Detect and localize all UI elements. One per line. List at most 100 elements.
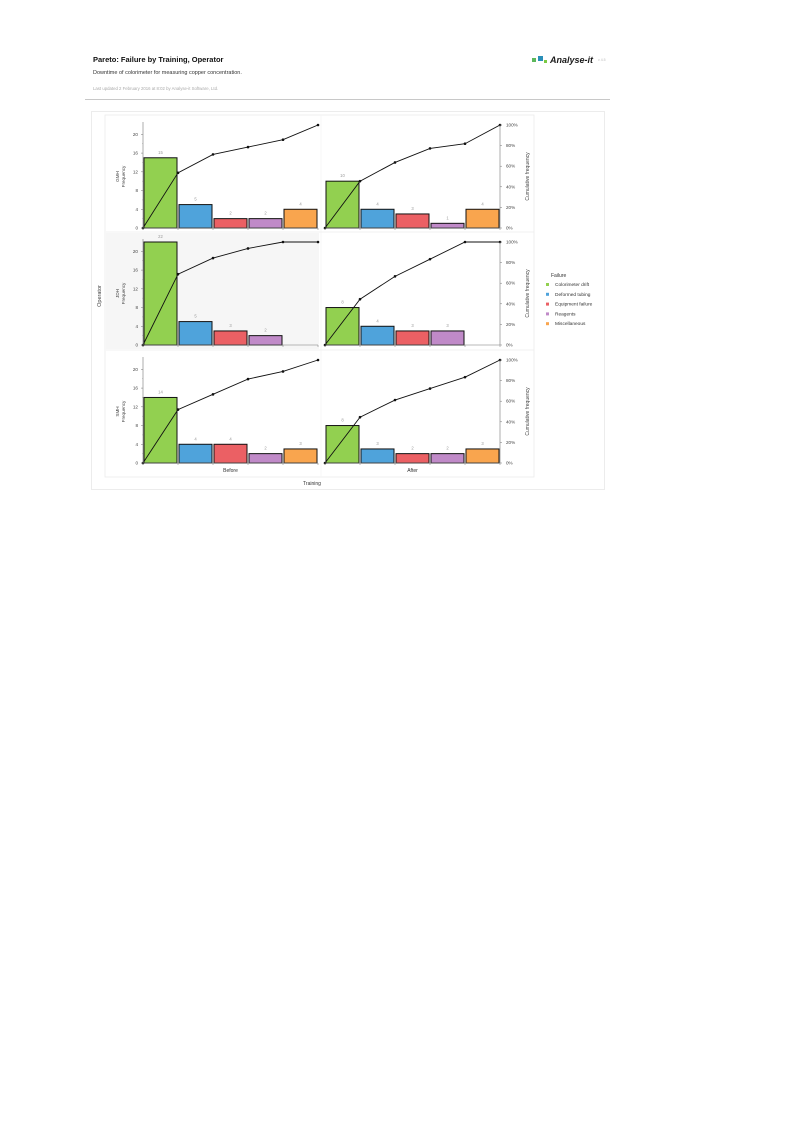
bar-equipment-failure[interactable] [395,213,430,229]
bar-reagents[interactable] [248,218,283,229]
y-tick-label: 4 [135,324,138,329]
chart-frame [91,111,605,490]
bar-miscellaneous[interactable] [465,448,500,464]
bar-deformed-tubing[interactable] [178,204,213,229]
bar-reagents[interactable] [430,330,465,346]
legend-item-colorimeter-drift[interactable]: Colorimeter drift [555,282,590,288]
y-tick-label: 8 [135,188,138,193]
bar-colorimeter-drift[interactable] [143,157,178,229]
cumulative-point [428,147,432,150]
cumulative-point [393,161,397,164]
bar-deformed-tubing[interactable] [178,321,213,346]
bar-value-label: 5 [194,314,197,319]
y-tick-label: 8 [135,305,138,310]
bar-value-label: 10 [340,173,345,178]
row-label-smh: SMH [115,406,120,416]
legend: Failure Colorimeter drift Deformed tubing E… [546,273,593,327]
bar-value-label: 3 [411,206,414,211]
bar-value-label: 2 [264,328,267,333]
bar-reagents[interactable] [248,335,283,346]
cumulative-point [211,393,215,396]
bar-value-label: 2 [229,211,232,216]
bar-equipment-failure[interactable] [213,443,248,464]
secondary-y-tick-label: 20% [506,440,515,445]
cumulative-point [281,240,285,244]
cumulative-point [246,377,250,381]
cumulative-point [176,171,180,175]
cumulative-point [463,142,467,146]
bar-equipment-failure[interactable] [395,330,430,346]
analyse-it-logo: Analyse-it v 4.5 [532,55,606,65]
cumulative-point [393,398,397,402]
bar-colorimeter-drift[interactable] [143,396,178,464]
y-tick-label: 0 [135,343,138,348]
bar-deformed-tubing[interactable] [178,443,213,464]
bar-equipment-failure[interactable] [213,218,248,229]
cumulative-line [142,359,319,464]
y-tick-label: 8 [135,423,138,428]
panel-smh-after: 8 3 2 2 3 0% 20% 40% 60% 80% 100% Cumulative freque… [323,358,531,474]
secondary-y-tick-label: 80% [506,143,515,148]
bar-value-label: 8 [341,300,344,305]
column-label-after: After [407,468,418,474]
bar-value-label: 14 [158,389,163,394]
bar-reagents[interactable] [430,222,465,229]
cumulative-point [393,275,397,278]
bar-equipment-failure[interactable] [395,453,430,464]
bar-colorimeter-drift[interactable] [143,241,178,346]
cumulative-point [281,370,285,373]
cumulative-line [324,124,501,229]
cumulative-point [428,257,432,261]
y-axis-title: Frequency [121,400,126,422]
y-tick-label: 20 [133,132,139,137]
logo-square-icon [532,58,536,62]
legend-item-equipment-failure[interactable]: Equipment failure [555,302,593,308]
bar-value-label: 2 [264,211,267,216]
cumulative-point [316,358,320,362]
secondary-y-tick-label: 100% [506,123,518,128]
secondary-y-tick-label: 60% [506,164,515,169]
legend-swatch [546,322,549,326]
cumulative-point [316,240,320,244]
bar-equipment-failure[interactable] [213,330,248,346]
x-axis-title: Training [303,481,321,487]
plot-area-border [104,114,535,478]
cumulative-point [176,408,180,411]
secondary-y-tick-label: 60% [506,281,515,286]
y-tick-label: 12 [133,404,139,409]
bar-miscellaneous[interactable] [283,448,318,464]
panel-gmh-before: 15 5 2 2 4 0 4 8 12 16 20 GMH Frequency [115,122,320,231]
legend-swatch [546,312,549,316]
bar-reagents[interactable] [248,453,283,464]
y-tick-label: 20 [133,249,139,254]
panel-jdh-after: 8 4 3 3 0% 20% 40% 60% 80% 100% Cumulative frequen… [323,240,531,348]
bar-deformed-tubing[interactable] [360,208,395,229]
bar-value-label: 8 [341,418,344,423]
page-title: Pareto: Failure by Training, Operator [93,55,224,64]
secondary-y-axis-title: Cumulative frequency [525,387,531,436]
row-label-jdh: JDH [115,289,120,298]
page-subtitle: Downtime of colorimeter for measuring co… [93,70,242,76]
legend-item-deformed-tubing[interactable]: Deformed tubing [555,292,591,298]
secondary-y-tick-label: 100% [506,240,518,245]
cumulative-point [463,375,467,379]
legend-title: Failure [551,273,567,279]
legend-item-miscellaneous[interactable]: Miscellaneous [555,321,586,327]
y-tick-label: 4 [135,207,138,212]
bar-value-label: 3 [229,323,232,328]
y-tick-label: 12 [133,169,139,174]
bar-deformed-tubing[interactable] [360,325,395,346]
bar-value-label: 1 [446,215,449,220]
bar-colorimeter-drift[interactable] [325,425,360,464]
logo-square-icon [538,55,543,61]
bar-colorimeter-drift[interactable] [325,307,360,346]
legend-item-reagents[interactable]: Reagents [555,311,576,317]
cumulative-line [324,241,500,346]
bar-reagents[interactable] [430,453,465,464]
bar-value-label: 3 [446,323,449,328]
bar-deformed-tubing[interactable] [360,448,395,464]
bar-miscellaneous[interactable] [465,208,500,229]
secondary-y-tick-label: 20% [506,205,515,210]
bar-miscellaneous[interactable] [283,208,318,229]
